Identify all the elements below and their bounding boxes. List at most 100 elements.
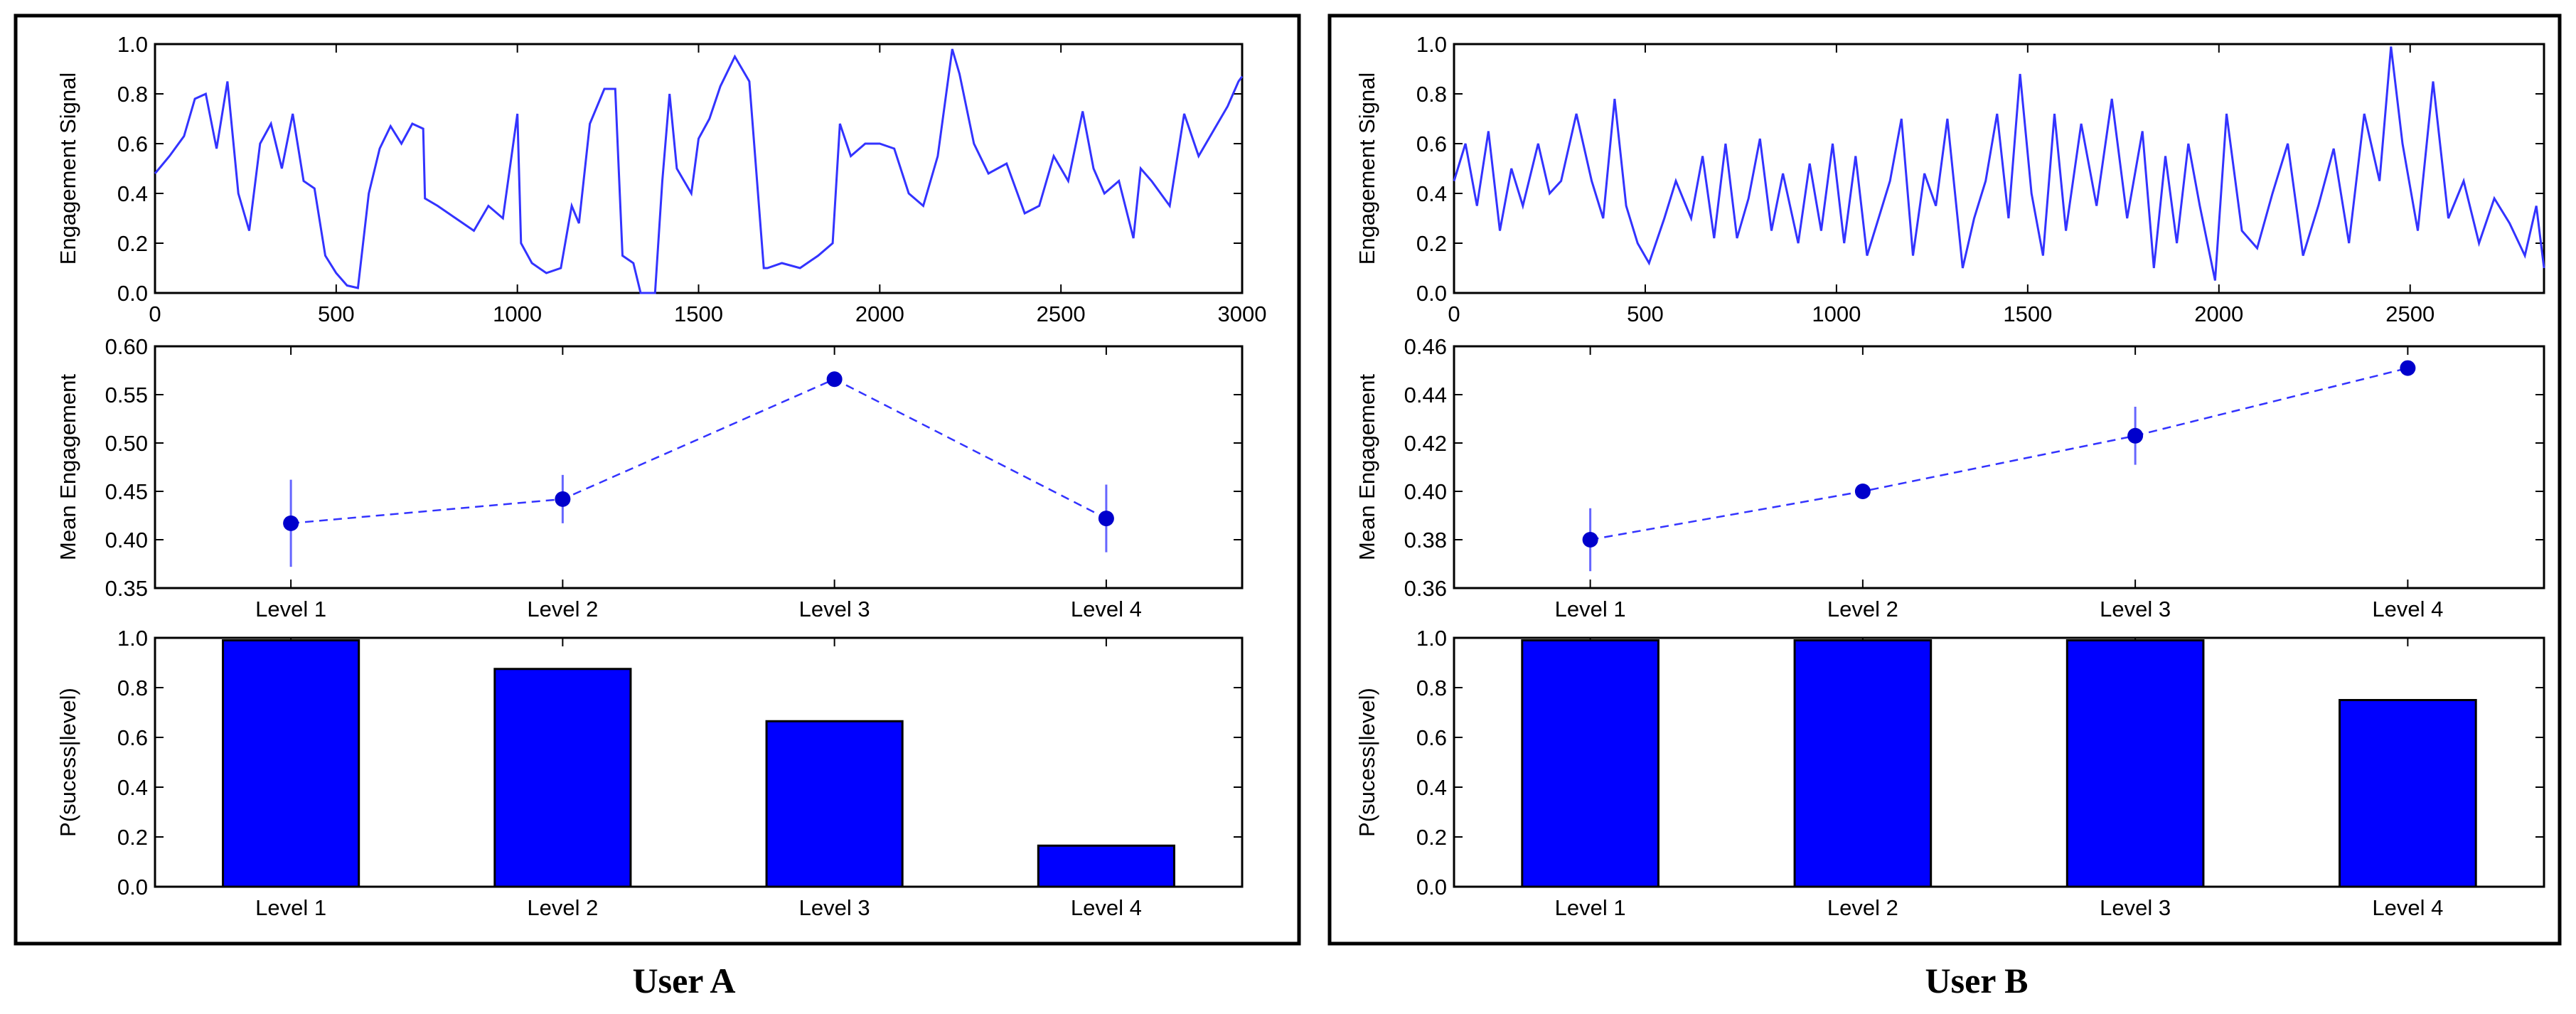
chart6-bar bbox=[1793, 639, 1933, 888]
chart6-ytick-label: 0.8 bbox=[1416, 676, 1447, 700]
chart2-point bbox=[1098, 511, 1114, 527]
chart2-ylabel: Mean Engagement bbox=[55, 374, 80, 560]
chart6-ytick-label: 0.0 bbox=[1416, 875, 1447, 900]
chart1-xtick-label: 1000 bbox=[493, 301, 542, 326]
chart6-ylabel: P(sucess|level) bbox=[1354, 688, 1379, 837]
chart2-point bbox=[826, 371, 843, 388]
chart3-xtick-label: Level 4 bbox=[1071, 895, 1142, 920]
chart6-ytick-label: 1.0 bbox=[1416, 626, 1447, 651]
caption-user-a: User A bbox=[633, 961, 736, 1000]
chart5-ylabel: Mean Engagement bbox=[1354, 374, 1379, 560]
chart5-ytick-label: 0.36 bbox=[1404, 576, 1447, 601]
panel-border-user-b bbox=[1327, 14, 2562, 946]
chart2-xtick-label: Level 3 bbox=[799, 597, 870, 621]
chart1-xtick-label: 2000 bbox=[855, 301, 904, 326]
chart3-xtick-label: Level 3 bbox=[799, 895, 870, 920]
chart3-bar bbox=[222, 639, 360, 888]
chart3-xtick-label: Level 2 bbox=[527, 895, 598, 920]
chart6-ytick-label: 0.2 bbox=[1416, 825, 1447, 850]
chart1-ytick-label: 0.4 bbox=[117, 181, 148, 206]
chart4-ytick-label: 1.0 bbox=[1416, 32, 1447, 57]
chart5-ytick-label: 0.46 bbox=[1404, 334, 1447, 359]
chart4-series-line bbox=[1453, 46, 2545, 281]
chart4-ytick-label: 0.6 bbox=[1416, 132, 1447, 156]
chart2-point bbox=[555, 491, 571, 507]
chart3-bar bbox=[765, 720, 904, 888]
chart5-ytick-label: 0.40 bbox=[1404, 479, 1447, 504]
chart6-bar bbox=[2065, 639, 2205, 888]
chart4-xtick-label: 2500 bbox=[2385, 301, 2435, 326]
chart5-xtick-label: Level 2 bbox=[1827, 597, 1898, 621]
chart1-series-line bbox=[154, 48, 1244, 294]
chart6-axes-frame bbox=[1453, 636, 2545, 888]
chart4-xtick-label: 1500 bbox=[2003, 301, 2052, 326]
chart3-ytick-label: 0.8 bbox=[117, 676, 148, 700]
chart1-ytick-label: 0.8 bbox=[117, 82, 148, 107]
chart3-xtick-label: Level 1 bbox=[255, 895, 326, 920]
chart3-bar bbox=[493, 668, 632, 888]
chart5-ytick-label: 0.44 bbox=[1404, 383, 1447, 407]
chart1-ytick-label: 0.2 bbox=[117, 231, 148, 256]
chart1-xtick-label: 3000 bbox=[1218, 301, 1267, 326]
chart3-ytick-label: 0.4 bbox=[117, 775, 148, 800]
chart2-xtick-label: Level 4 bbox=[1071, 597, 1142, 621]
chart3-ytick-label: 0.2 bbox=[117, 825, 148, 850]
chart5-point bbox=[1582, 532, 1598, 548]
panel-border-user-a bbox=[14, 14, 1301, 946]
caption-user-b: User B bbox=[1925, 961, 2029, 1000]
chart3-axes-frame bbox=[154, 636, 1244, 888]
chart2-point bbox=[283, 515, 299, 531]
chart4-xtick-label: 500 bbox=[1627, 301, 1664, 326]
chart5-ytick-label: 0.38 bbox=[1404, 528, 1447, 553]
chart4-xtick-label: 0 bbox=[1448, 301, 1460, 326]
chart5-point bbox=[2400, 360, 2416, 376]
chart4-ytick-label: 0.8 bbox=[1416, 82, 1447, 107]
chart2-ytick-label: 0.60 bbox=[105, 334, 148, 359]
chart4-axes-frame bbox=[1453, 43, 2545, 294]
chart6-ytick-label: 0.6 bbox=[1416, 725, 1447, 750]
chart2-xtick-label: Level 1 bbox=[255, 597, 326, 621]
chart4-ylabel: Engagement Signal bbox=[1354, 73, 1379, 265]
chart2-axes-frame bbox=[154, 345, 1244, 589]
chart2-ytick-label: 0.35 bbox=[105, 576, 148, 601]
chart4-ytick-label: 0.0 bbox=[1416, 281, 1447, 306]
chart5-point bbox=[1854, 484, 1871, 499]
chart2-xtick-label: Level 2 bbox=[527, 597, 598, 621]
chart3-bar bbox=[1037, 844, 1175, 888]
chart1-xtick-label: 500 bbox=[318, 301, 355, 326]
chart5-xtick-label: Level 3 bbox=[2100, 597, 2171, 621]
chart3-ytick-label: 0.6 bbox=[117, 725, 148, 750]
chart4-xtick-label: 2000 bbox=[2194, 301, 2243, 326]
chart5-point bbox=[2127, 427, 2144, 444]
chart3-ytick-label: 1.0 bbox=[117, 626, 148, 651]
chart3-ytick-label: 0.0 bbox=[117, 875, 148, 900]
chart4-ytick-label: 0.2 bbox=[1416, 231, 1447, 256]
chart5-series-line bbox=[1590, 367, 2408, 541]
chart2-ytick-label: 0.55 bbox=[105, 383, 148, 407]
chart6-ytick-label: 0.4 bbox=[1416, 775, 1447, 800]
chart1-xtick-label: 0 bbox=[149, 301, 161, 326]
chart1-ylabel: Engagement Signal bbox=[55, 73, 80, 265]
chart2-ytick-label: 0.50 bbox=[105, 431, 148, 456]
chart2-ytick-label: 0.45 bbox=[105, 479, 148, 504]
chart6-xtick-label: Level 2 bbox=[1827, 895, 1898, 920]
chart6-xtick-label: Level 4 bbox=[2372, 895, 2443, 920]
chart2-ytick-label: 0.40 bbox=[105, 528, 148, 553]
chart5-axes-frame bbox=[1453, 345, 2545, 589]
chart1-ytick-label: 0.6 bbox=[117, 132, 148, 156]
chart1-ytick-label: 0.0 bbox=[117, 281, 148, 306]
plots-layer: 0.0 0.2 0.4 0.6 0.8 1.0 Engagement Signal 0 500 1… bbox=[55, 32, 2545, 920]
chart2-series-line bbox=[290, 378, 1107, 525]
chart1-xtick-label: 2500 bbox=[1037, 301, 1086, 326]
chart6-xtick-label: Level 3 bbox=[2100, 895, 2171, 920]
chart1-axes-frame bbox=[154, 43, 1244, 294]
chart6-bar bbox=[2339, 699, 2477, 888]
chart3-ylabel: P(sucess|level) bbox=[55, 688, 80, 837]
chart4-ytick-label: 0.4 bbox=[1416, 181, 1447, 206]
chart4-xtick-label: 1000 bbox=[1812, 301, 1861, 326]
chart6-xtick-label: Level 1 bbox=[1555, 895, 1626, 920]
chart5-xtick-label: Level 4 bbox=[2372, 597, 2443, 621]
chart5-xtick-label: Level 1 bbox=[1555, 597, 1626, 621]
chart5-ytick-label: 0.42 bbox=[1404, 431, 1447, 456]
